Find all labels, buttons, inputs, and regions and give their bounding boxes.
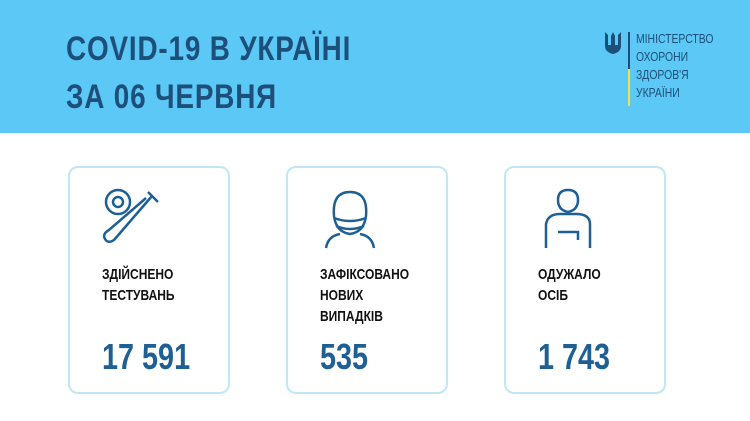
masked-person-icon — [324, 190, 376, 249]
logo-line: МІНІСТЕРСТВО — [636, 31, 714, 46]
test-tube-virus-icon — [102, 188, 159, 243]
logo-line: УКРАЇНИ — [636, 85, 680, 100]
ministry-logo: МІНІСТЕРСТВО ОХОРОНИ ЗДОРОВ'Я УКРАЇНИ — [604, 30, 713, 106]
card-recovered: ОДУЖАЛО ОСІБ 1 743 — [504, 166, 666, 394]
trident-icon — [605, 32, 621, 54]
header-banner: COVID-19 В УКРАЇНІ ЗА 06 ЧЕРВНЯ МІНІСТЕР… — [0, 0, 750, 133]
card-value: 1 743 — [538, 336, 611, 377]
logo-line: ОХОРОНИ — [636, 49, 689, 64]
card-value: 535 — [320, 336, 369, 377]
title-line1: COVID-19 В УКРАЇНІ — [66, 30, 352, 68]
card-cases: ЗАФІКСОВАНО НОВИХ ВИПАДКІВ 535 — [286, 166, 448, 394]
card-value: 17 591 — [102, 336, 191, 377]
logo-line: ЗДОРОВ'Я — [636, 67, 689, 82]
card-label: ОДУЖАЛО ОСІБ — [538, 266, 601, 304]
logo-divider — [628, 32, 630, 106]
card-label: ЗДІЙСНЕНО ТЕСТУВАНЬ — [102, 266, 175, 304]
card-label: ЗАФІКСОВАНО НОВИХ ВИПАДКІВ — [320, 266, 410, 325]
card-tests: ЗДІЙСНЕНО ТЕСТУВАНЬ 17 591 — [68, 166, 230, 394]
recovered-person-icon — [544, 188, 592, 248]
title-line2: ЗА 06 ЧЕРВНЯ — [66, 78, 278, 116]
